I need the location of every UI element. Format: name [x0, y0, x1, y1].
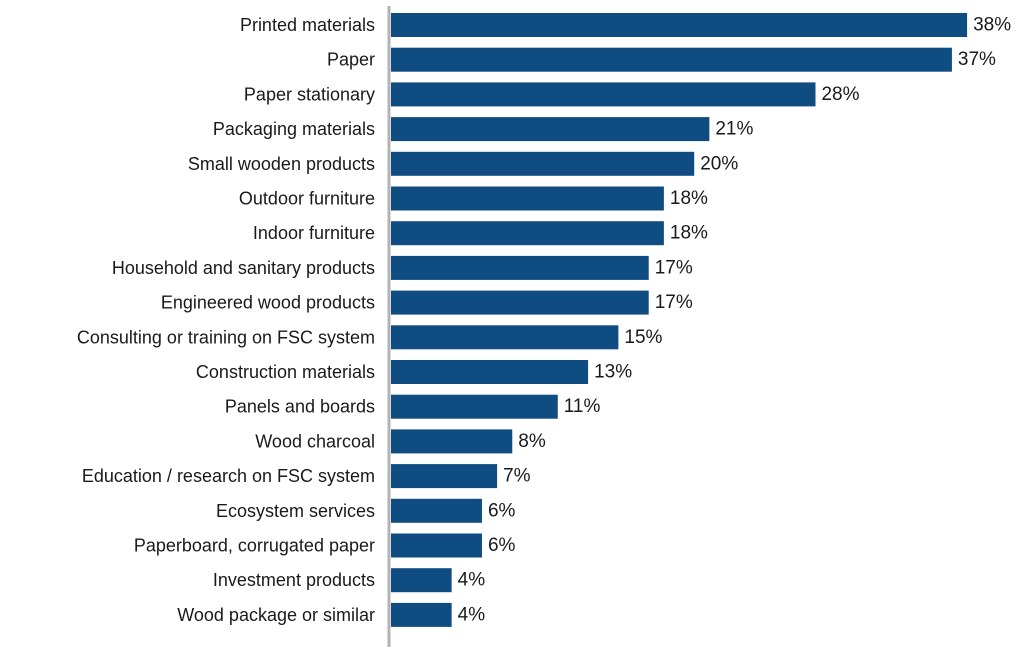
bar — [391, 290, 649, 315]
bar — [391, 82, 816, 107]
bar — [391, 533, 482, 558]
category-label: Investment products — [213, 570, 375, 590]
category-label: Construction materials — [196, 362, 375, 382]
bar — [391, 429, 513, 454]
category-label: Wood package or similar — [177, 605, 375, 625]
bar — [391, 151, 695, 176]
bar — [391, 255, 649, 280]
category-label: Engineered wood products — [161, 293, 375, 313]
value-label: 8% — [518, 431, 546, 452]
bar — [391, 186, 664, 211]
value-label: 13% — [594, 362, 632, 383]
bar — [391, 117, 710, 142]
category-label: Ecosystem services — [216, 501, 375, 521]
category-label: Paper — [327, 50, 375, 70]
category-label: Household and sanitary products — [112, 258, 375, 278]
value-label: 6% — [488, 535, 516, 556]
value-label: 4% — [458, 570, 486, 591]
value-label: 21% — [715, 119, 753, 140]
bar — [391, 464, 498, 489]
category-label: Panels and boards — [225, 397, 375, 417]
category-label: Packaging materials — [213, 119, 375, 139]
bar — [391, 360, 589, 384]
category-label: Indoor furniture — [253, 223, 375, 243]
bar — [391, 221, 664, 246]
category-label: Paperboard, corrugated paper — [134, 536, 375, 556]
value-label: 6% — [488, 500, 516, 521]
category-label: Paper stationary — [244, 84, 375, 104]
value-label: 38% — [973, 15, 1011, 36]
bar — [391, 325, 619, 350]
category-label: Outdoor furniture — [239, 189, 375, 209]
category-label: Consulting or training on FSC system — [77, 327, 375, 347]
category-label: Wood charcoal — [255, 431, 375, 451]
bar — [391, 602, 452, 627]
bar — [391, 568, 452, 593]
value-label: 17% — [655, 257, 693, 278]
value-label: 15% — [624, 327, 662, 348]
value-label: 18% — [670, 223, 708, 244]
value-label: 20% — [700, 153, 738, 174]
bar — [391, 394, 558, 419]
bar — [391, 13, 968, 37]
category-label: Printed materials — [240, 15, 375, 35]
value-label: 17% — [655, 292, 693, 313]
value-label: 18% — [670, 188, 708, 209]
value-label: 11% — [564, 396, 601, 417]
value-label: 28% — [821, 84, 859, 105]
bar — [391, 498, 482, 523]
value-label: 4% — [458, 604, 486, 625]
category-label: Small wooden products — [188, 154, 375, 174]
category-label: Education / research on FSC system — [82, 466, 375, 486]
value-label: 7% — [503, 466, 531, 487]
value-label: 37% — [958, 49, 996, 70]
bar — [391, 47, 952, 72]
